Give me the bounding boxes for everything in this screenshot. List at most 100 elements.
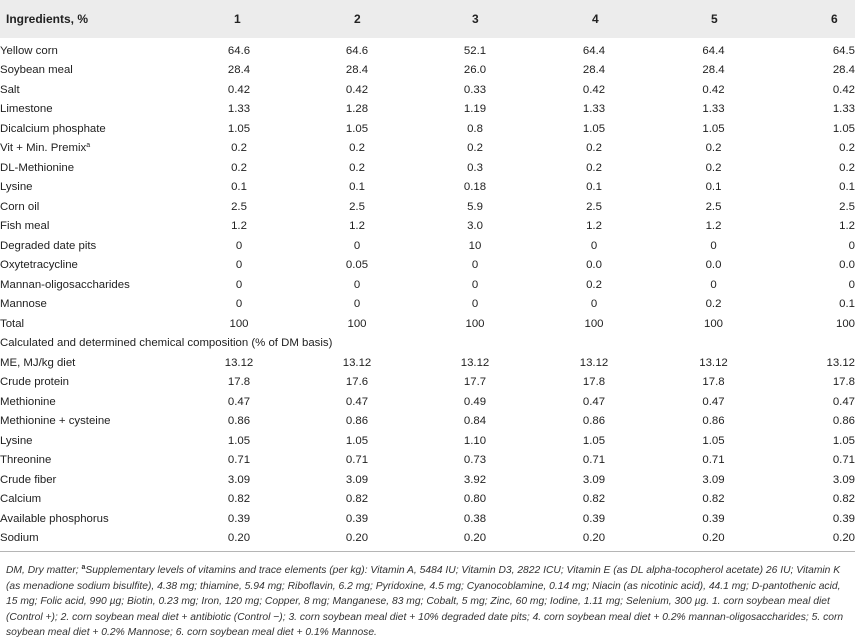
table-cell: 1.05 bbox=[702, 434, 725, 447]
table-cell: 0.2 bbox=[231, 161, 247, 174]
table-cell: 0.86 bbox=[345, 415, 369, 428]
table-cell: 100 bbox=[465, 317, 485, 330]
table-cell: 2.5 bbox=[839, 200, 855, 213]
row-label: Available phosphorus bbox=[0, 509, 180, 529]
table-cell: 0 bbox=[590, 239, 598, 252]
table-cell: 0.71 bbox=[702, 454, 725, 467]
table-cell: 3.0 bbox=[467, 220, 483, 233]
table-cell: 0.39 bbox=[702, 512, 725, 525]
table-cell: 0.2 bbox=[705, 161, 722, 174]
table-cell: 0.82 bbox=[345, 493, 369, 506]
row-label-text: Corn oil bbox=[0, 200, 40, 213]
row-label: Crude protein bbox=[0, 373, 180, 393]
table-cell: 1.05 bbox=[582, 434, 606, 447]
row-label: Methionine bbox=[0, 392, 180, 412]
row-label: Total bbox=[0, 314, 180, 334]
row-label-sup: a bbox=[86, 142, 91, 150]
table-cell: 0.1 bbox=[705, 181, 722, 194]
row-label-text: Methionine + cysteine bbox=[0, 415, 111, 428]
table-row: Mannan-oligosaccharides 0 0 0 0.2 0 0 bbox=[0, 275, 855, 295]
table-cell: 17.8 bbox=[702, 376, 725, 389]
row-label-text: Methionine bbox=[0, 395, 56, 408]
table-cell: 0.1 bbox=[231, 181, 247, 194]
table-cell: 28.4 bbox=[582, 64, 606, 77]
table-cell: 0.47 bbox=[582, 395, 606, 408]
table-cell: 0.20 bbox=[702, 532, 725, 545]
row-label-text: ME, MJ/kg diet bbox=[0, 356, 76, 369]
table-cell: 0.2 bbox=[586, 278, 602, 291]
table-row: Total 100 100 100 100 100 100 bbox=[0, 314, 855, 334]
row-label: Vit + Min. Premixa bbox=[0, 139, 180, 159]
table-cell: 0.2 bbox=[705, 298, 722, 311]
row-label: Soybean meal bbox=[0, 61, 180, 81]
table-cell: 64.6 bbox=[227, 44, 251, 57]
table-body: Yellow corn 64.6 64.6 52.1 64.4 64.4 64.5 Soybe… bbox=[0, 41, 855, 548]
table-cell: 0 bbox=[353, 239, 361, 252]
table-cell: 0.47 bbox=[832, 395, 855, 408]
table-cell: 0.20 bbox=[227, 532, 251, 545]
table-cell: 1.19 bbox=[463, 103, 487, 116]
table-row: Corn oil 2.5 2.5 5.9 2.5 2.5 2.5 bbox=[0, 197, 855, 217]
table-cell: 13.12 bbox=[342, 356, 372, 369]
table-cell: 1.05 bbox=[702, 122, 725, 135]
row-label-text: Calcium bbox=[0, 493, 42, 506]
table-cell: 13.12 bbox=[224, 356, 254, 369]
table-cell: 2.5 bbox=[231, 200, 247, 213]
table-cell: 64.5 bbox=[832, 44, 855, 57]
table-cell: 3.09 bbox=[832, 473, 855, 486]
table-cell: 17.8 bbox=[582, 376, 606, 389]
row-label: Crude fiber bbox=[0, 470, 180, 490]
table-cell: 13.12 bbox=[699, 356, 728, 369]
table-cell: 1.05 bbox=[227, 122, 251, 135]
header-col-3: 3 bbox=[472, 12, 479, 26]
table-row: DL-Methionine 0.2 0.2 0.3 0.2 0.2 0.2 bbox=[0, 158, 855, 178]
header-ingredients: Ingredients, % bbox=[6, 12, 89, 26]
table-cell: 0.39 bbox=[832, 512, 855, 525]
table-row: Threonine 0.71 0.71 0.73 0.71 0.71 0.71 bbox=[0, 451, 855, 471]
table-row: Limestone 1.33 1.28 1.19 1.33 1.33 1.33 bbox=[0, 100, 855, 120]
table-cell: 17.8 bbox=[832, 376, 855, 389]
table-cell: 0.3 bbox=[467, 161, 483, 174]
table-cell: 64.4 bbox=[582, 44, 606, 57]
table-cell: 1.05 bbox=[582, 122, 606, 135]
table-cell: 3.92 bbox=[463, 473, 487, 486]
table-row: Soybean meal 28.4 28.4 26.0 28.4 28.4 28.4 bbox=[0, 61, 855, 81]
row-label: Threonine bbox=[0, 451, 180, 471]
footnote-text: Supplementary levels of vitamins and tra… bbox=[6, 565, 844, 638]
table-cell: 1.2 bbox=[231, 220, 247, 233]
table-row: Salt 0.42 0.42 0.33 0.42 0.42 0.42 bbox=[0, 80, 855, 100]
table-cell: 0.1 bbox=[349, 181, 365, 194]
row-label-text: Mannose bbox=[0, 298, 47, 311]
table-cell: 3.09 bbox=[582, 473, 606, 486]
table-cell: 0.39 bbox=[227, 512, 251, 525]
row-label: Lysine bbox=[0, 431, 180, 451]
table-cell: 0 bbox=[471, 278, 479, 291]
table-cell: 2.5 bbox=[586, 200, 602, 213]
header-col-6: 6 bbox=[831, 12, 838, 26]
row-label: Fish meal bbox=[0, 217, 180, 237]
table-cell: 1.2 bbox=[349, 220, 365, 233]
table-cell: 0.71 bbox=[227, 454, 251, 467]
table-cell: 0 bbox=[235, 259, 243, 272]
table-cell: 1.05 bbox=[345, 434, 369, 447]
table-cell: 0.1 bbox=[586, 181, 602, 194]
row-label-text: Threonine bbox=[0, 454, 52, 467]
table-cell: 1.10 bbox=[463, 434, 487, 447]
table-bottom-rule bbox=[0, 551, 855, 552]
table-cell: 0.2 bbox=[586, 142, 602, 155]
table-row: ME, MJ/kg diet 13.12 13.12 13.12 13.12 13.12 1… bbox=[0, 353, 855, 373]
table-cell: 1.2 bbox=[586, 220, 602, 233]
row-label-text: Lysine bbox=[0, 181, 33, 194]
row-label-text: Degraded date pits bbox=[0, 239, 97, 252]
row-label-text: Vit + Min. Premix bbox=[0, 142, 87, 155]
table-cell: 0.0 bbox=[839, 259, 855, 272]
table-cell: 0.2 bbox=[839, 142, 855, 155]
table-cell: 0.71 bbox=[345, 454, 369, 467]
row-label: ME, MJ/kg diet bbox=[0, 353, 180, 373]
table-cell: 26.0 bbox=[463, 64, 487, 77]
row-label-text: Lysine bbox=[0, 434, 33, 447]
row-label: Calcium bbox=[0, 490, 180, 510]
table-cell: 0 bbox=[235, 278, 243, 291]
table-cell: 0.47 bbox=[227, 395, 251, 408]
row-label: Methionine + cysteine bbox=[0, 412, 180, 432]
